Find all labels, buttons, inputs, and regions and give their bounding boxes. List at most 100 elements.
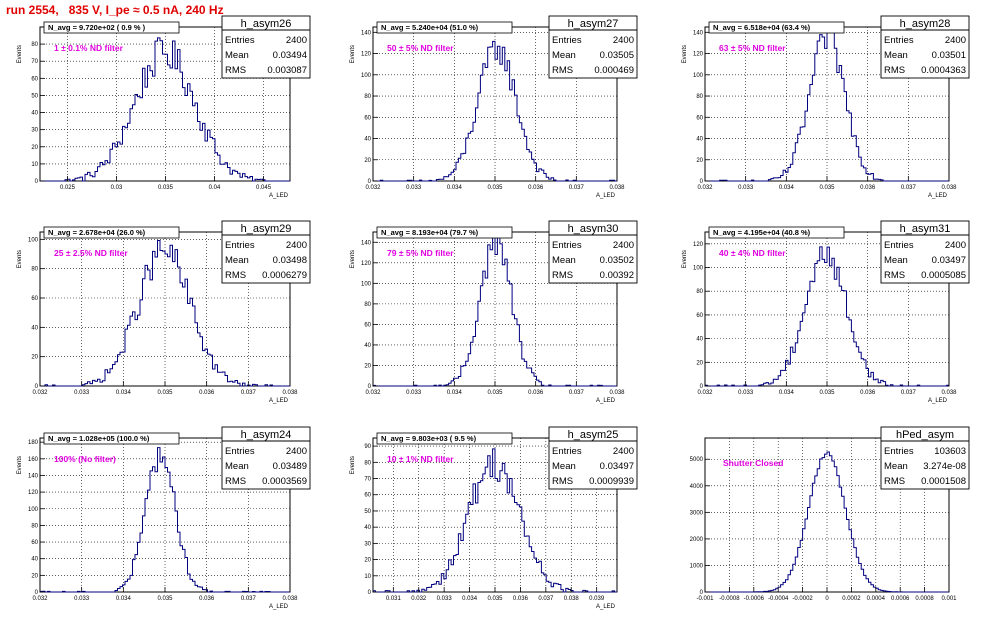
y-tick-label: 120 bbox=[693, 52, 704, 58]
stats-rms-label: RMS bbox=[884, 65, 905, 76]
x-tick-label: 0.035 bbox=[157, 596, 173, 602]
navg-text: N_avg = 4.195e+04 (40.8 %) bbox=[713, 228, 811, 237]
stats-box bbox=[221, 426, 311, 490]
y-tick-label: 20 bbox=[31, 145, 38, 151]
navg-box bbox=[708, 21, 845, 34]
filter-annotation: 40 ± 4% ND filter bbox=[719, 248, 786, 258]
x-tick-label: 0.034 bbox=[447, 390, 463, 396]
histogram-panel-hPed_asym: -0.001 -0.0008 -0.0006 -0.0004 -0.0002 0 0.000… bbox=[690, 426, 970, 602]
stats-rms-value: 0.000469 bbox=[594, 65, 634, 76]
histogram-panel-h_asym26: 0.025 0.03 0.035 0.04 0.045 0 10 20 30 40 50 60 70 80… bbox=[17, 15, 311, 199]
y-tick-label: 1000 bbox=[690, 563, 704, 569]
stats-entries-value: 2400 bbox=[613, 35, 634, 46]
stats-entries-label: Entries bbox=[884, 35, 914, 46]
page-title: run 2554, 835 V, I_pe ≈ 0.5 nA, 240 Hz bbox=[6, 3, 224, 17]
y-tick-label: 20 bbox=[364, 558, 371, 564]
x-axis-label: A_LED bbox=[928, 398, 948, 404]
y-tick-label: 60 bbox=[364, 322, 371, 328]
y-axis-label: Events bbox=[17, 456, 23, 474]
y-tick-label: 40 bbox=[364, 137, 371, 143]
y-tick-label: 40 bbox=[31, 111, 38, 117]
stats-box bbox=[221, 15, 311, 79]
stats-entries-value: 2400 bbox=[286, 446, 307, 457]
stats-mean-label: Mean bbox=[225, 461, 249, 472]
y-axis-label: Events bbox=[350, 250, 356, 268]
y-tick-label: 120 bbox=[28, 490, 39, 496]
navg-box bbox=[708, 226, 845, 239]
y-tick-label: 60 bbox=[364, 115, 371, 121]
histogram-title: h_asym30 bbox=[568, 223, 619, 235]
y-tick-label: 70 bbox=[31, 59, 38, 65]
y-tick-label: 40 bbox=[364, 525, 371, 531]
y-tick-label: 100 bbox=[361, 73, 372, 79]
y-tick-label: 160 bbox=[28, 457, 39, 463]
y-tick-label: 80 bbox=[696, 94, 703, 100]
histogram-title: hPed_asym bbox=[896, 429, 954, 441]
x-tick-label: 0.04 bbox=[209, 185, 221, 191]
navg-box bbox=[43, 432, 180, 445]
x-tick-label: 0.031 bbox=[386, 596, 402, 602]
stats-box bbox=[548, 426, 638, 490]
y-tick-label: 0 bbox=[700, 384, 704, 390]
y-tick-label: 140 bbox=[28, 473, 39, 479]
x-tick-label: -0.001 bbox=[696, 596, 714, 602]
x-tick-label: 0.037 bbox=[901, 185, 917, 191]
x-tick-label: 0.0002 bbox=[842, 596, 861, 602]
y-tick-label: 0 bbox=[35, 179, 39, 185]
y-tick-label: 80 bbox=[31, 523, 38, 529]
x-tick-label: 0.038 bbox=[282, 390, 298, 396]
stats-mean-label: Mean bbox=[884, 255, 908, 266]
x-tick-label: 0.034 bbox=[779, 390, 795, 396]
x-tick-label: 0.033 bbox=[74, 390, 90, 396]
histogram-panel-h_asym30: 0.032 0.033 0.034 0.035 0.036 0.037 0.038 0 20 40… bbox=[350, 220, 638, 404]
x-tick-label: 0.034 bbox=[116, 390, 132, 396]
histogram-series bbox=[40, 37, 290, 182]
histogram-title: h_asym29 bbox=[241, 223, 292, 235]
stats-mean-label: Mean bbox=[884, 461, 908, 472]
stats-rms-value: 0.0009939 bbox=[589, 476, 634, 487]
y-tick-label: 0 bbox=[35, 384, 39, 390]
y-tick-label: 10 bbox=[31, 162, 38, 168]
x-tick-label: 0.001 bbox=[941, 596, 957, 602]
x-tick-label: 0.033 bbox=[74, 596, 90, 602]
stats-entries-label: Entries bbox=[552, 35, 582, 46]
y-tick-label: 0 bbox=[700, 590, 704, 596]
navg-text: N_avg = 5.240e+04 (51.0 %) bbox=[381, 23, 479, 32]
stats-mean-value: 0.03498 bbox=[273, 255, 307, 266]
histogram-title: h_asym28 bbox=[900, 18, 951, 30]
navg-box bbox=[376, 432, 513, 445]
stats-mean-value: 0.03494 bbox=[273, 50, 307, 61]
x-tick-label: 0.036 bbox=[199, 596, 215, 602]
stats-mean-label: Mean bbox=[225, 50, 249, 61]
stats-box bbox=[221, 220, 311, 284]
x-tick-label: -0.0004 bbox=[768, 596, 789, 602]
x-tick-label: 0.038 bbox=[564, 596, 580, 602]
x-tick-label: 0.034 bbox=[447, 185, 463, 191]
stats-entries-value: 2400 bbox=[286, 240, 307, 251]
x-tick-label: 0.036 bbox=[513, 596, 529, 602]
navg-box bbox=[376, 226, 513, 239]
stats-rms-label: RMS bbox=[884, 476, 905, 487]
x-tick-label: 0.034 bbox=[116, 596, 132, 602]
y-tick-label: 40 bbox=[31, 325, 38, 331]
x-tick-label: 0.038 bbox=[941, 390, 957, 396]
x-axis-label: A_LED bbox=[269, 398, 289, 404]
y-tick-label: 40 bbox=[31, 557, 38, 563]
navg-text: N_avg = 1.028e+05 (100.0 %) bbox=[48, 434, 150, 443]
x-axis-label: A_LED bbox=[596, 604, 616, 610]
navg-box bbox=[43, 226, 180, 239]
stats-entries-value: 2400 bbox=[945, 35, 966, 46]
y-tick-label: 30 bbox=[31, 128, 38, 134]
x-tick-label: 0.038 bbox=[609, 185, 625, 191]
x-tick-label: 0.036 bbox=[860, 390, 876, 396]
y-tick-label: 20 bbox=[696, 158, 703, 164]
x-tick-label: 0.032 bbox=[697, 390, 713, 396]
histogram-panel-h_asym25: 0.031 0.032 0.033 0.034 0.035 0.036 0.037 0.038… bbox=[350, 426, 638, 610]
x-tick-label: 0.032 bbox=[697, 185, 713, 191]
x-tick-label: -0.0006 bbox=[744, 596, 765, 602]
x-tick-label: 0.033 bbox=[437, 596, 453, 602]
stats-entries-label: Entries bbox=[552, 446, 582, 457]
y-tick-label: 120 bbox=[361, 261, 372, 267]
y-tick-label: 60 bbox=[364, 493, 371, 499]
stats-rms-value: 0.00392 bbox=[600, 270, 634, 281]
